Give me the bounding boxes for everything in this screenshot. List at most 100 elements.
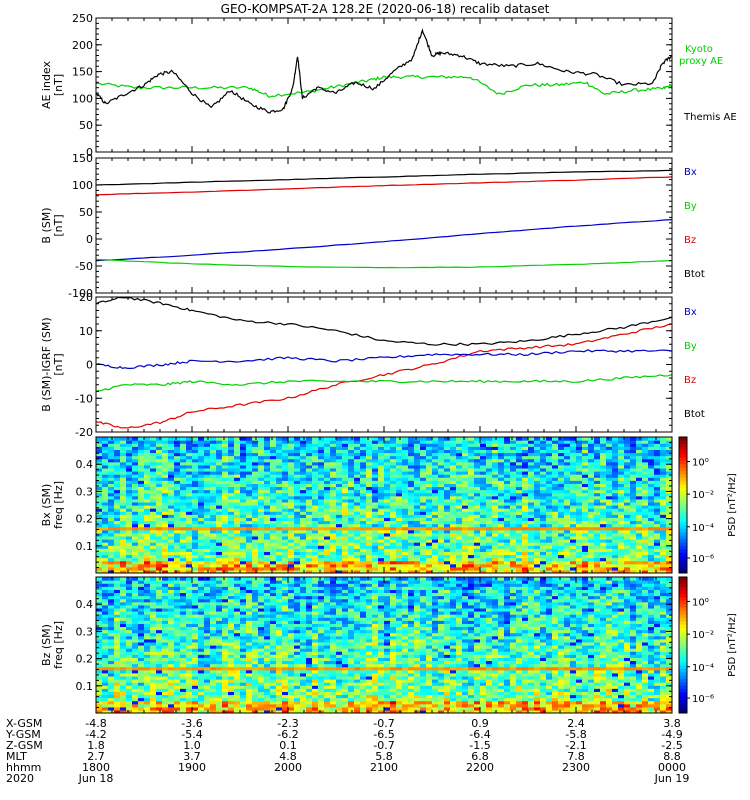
heatmap-cell — [216, 517, 223, 522]
heatmap-cell — [186, 517, 193, 522]
heatmap-cell — [282, 440, 289, 444]
heatmap-cell — [456, 539, 463, 543]
heatmap-cell — [534, 492, 541, 497]
heatmap-cell — [576, 471, 583, 475]
heatmap-cell — [450, 551, 457, 556]
heatmap-cell — [588, 539, 595, 543]
colorbar-step — [679, 474, 687, 479]
heatmap-cell — [156, 526, 163, 531]
heatmap-cell — [126, 480, 133, 484]
heatmap-cell — [432, 467, 439, 472]
heatmap-cell — [486, 526, 493, 531]
y-tick-label: 0.4 — [76, 458, 94, 471]
heatmap-cell — [432, 464, 439, 469]
heatmap-cell — [384, 501, 391, 506]
heatmap-cell — [186, 514, 193, 518]
heatmap-cell — [186, 569, 193, 573]
heatmap-cell — [558, 532, 565, 537]
colorbar-step — [679, 549, 687, 554]
colorbar-step — [679, 508, 687, 513]
legend-entry: By — [684, 201, 697, 212]
heatmap-cell — [504, 437, 511, 441]
heatmap-cell — [348, 498, 355, 503]
heatmap-cell — [108, 557, 115, 562]
heatmap-cell — [216, 492, 223, 497]
heatmap-cell — [228, 501, 235, 506]
heatmap-cell — [630, 501, 637, 506]
heatmap-cell — [282, 557, 289, 562]
heatmap-cell — [630, 532, 637, 537]
heatmap-cell — [270, 511, 277, 515]
heatmap-cell — [186, 529, 193, 534]
heatmap-cell — [666, 495, 672, 500]
heatmap-cell — [150, 443, 157, 447]
heatmap-cell — [336, 486, 343, 491]
heatmap-cell — [228, 449, 235, 454]
heatmap-cell — [312, 446, 319, 450]
heatmap-cell — [108, 545, 115, 549]
heatmap-cell — [384, 474, 391, 478]
heatmap-cell — [432, 474, 439, 478]
heatmap-cell — [534, 505, 541, 509]
heatmap-cell — [282, 529, 289, 534]
heatmap-cell — [126, 452, 133, 457]
heatmap-cell — [294, 458, 301, 463]
heatmap-cell — [402, 532, 409, 537]
heatmap-cell — [462, 498, 469, 503]
heatmap-cell — [612, 461, 619, 466]
heatmap-cell — [396, 526, 403, 531]
heatmap-cell — [468, 483, 475, 488]
heatmap-cell — [132, 554, 139, 559]
heatmap-cell — [402, 542, 409, 546]
heatmap-cell — [336, 477, 343, 481]
heatmap-cell — [498, 467, 505, 472]
heatmap-cell — [240, 529, 247, 534]
heatmap-cell — [480, 520, 487, 525]
heatmap-cell — [354, 477, 361, 481]
heatmap-cell — [564, 440, 571, 444]
heatmap-cell — [204, 539, 211, 543]
heatmap-cell — [504, 452, 511, 457]
heatmap-cell — [294, 483, 301, 488]
heatmap-cell — [360, 474, 367, 478]
heatmap-cell — [132, 452, 139, 457]
heatmap-cell — [96, 563, 103, 568]
heatmap-cell — [396, 461, 403, 466]
colorbar-step — [679, 467, 687, 472]
heatmap-cell — [240, 554, 247, 559]
heatmap-cell — [372, 535, 379, 540]
heatmap-cell — [180, 446, 187, 450]
heatmap-cell — [372, 563, 379, 568]
heatmap-cell — [660, 437, 667, 441]
heatmap-cell — [246, 548, 253, 552]
heatmap-cell — [564, 526, 571, 531]
heatmap-cell — [228, 474, 235, 478]
heatmap-cell — [306, 548, 313, 552]
heatmap-cell — [132, 495, 139, 500]
heatmap-cell — [450, 443, 457, 447]
heatmap-cell — [144, 508, 151, 512]
heatmap-cell — [186, 492, 193, 497]
heatmap-cell — [108, 455, 115, 460]
heatmap-cell — [240, 483, 247, 488]
heatmap-cell — [306, 461, 313, 466]
heatmap-cell — [234, 545, 241, 549]
heatmap-cell — [474, 569, 481, 573]
heatmap-cell — [372, 464, 379, 469]
heatmap-cell — [570, 532, 577, 537]
heatmap-cell — [234, 461, 241, 466]
heatmap-cell — [522, 529, 529, 534]
heatmap-cell — [648, 520, 655, 525]
heatmap-cell — [660, 452, 667, 457]
heatmap-cell — [444, 508, 451, 512]
heatmap-cell — [252, 511, 259, 515]
heatmap-cell — [150, 498, 157, 503]
heatmap-cell — [120, 508, 127, 512]
heatmap-cell — [384, 437, 391, 441]
ae-frame — [95, 17, 673, 153]
heatmap-cell — [138, 566, 145, 571]
heatmap-cell — [222, 511, 229, 515]
heatmap-cell — [450, 514, 457, 518]
heatmap-cell — [660, 464, 667, 469]
heatmap-cell — [612, 505, 619, 509]
